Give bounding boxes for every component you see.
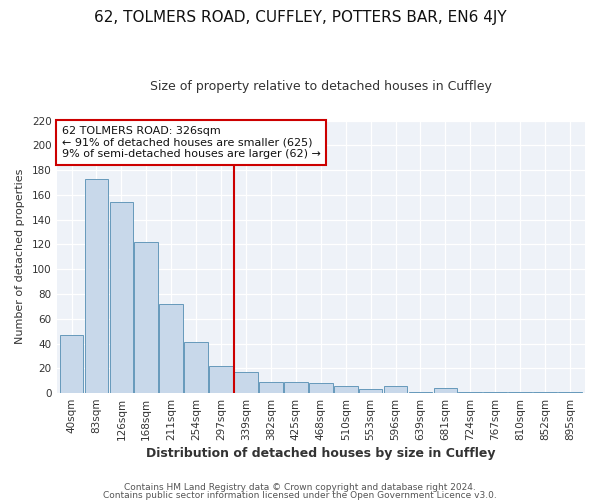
Bar bbox=[508, 392, 532, 393]
Bar bbox=[384, 386, 407, 393]
Bar bbox=[234, 372, 258, 393]
Bar bbox=[184, 342, 208, 393]
Bar bbox=[484, 392, 507, 393]
Text: 62, TOLMERS ROAD, CUFFLEY, POTTERS BAR, EN6 4JY: 62, TOLMERS ROAD, CUFFLEY, POTTERS BAR, … bbox=[94, 10, 506, 25]
Bar bbox=[59, 335, 83, 393]
Text: Contains public sector information licensed under the Open Government Licence v3: Contains public sector information licen… bbox=[103, 490, 497, 500]
Bar bbox=[458, 392, 482, 393]
Bar bbox=[160, 304, 183, 393]
Text: Contains HM Land Registry data © Crown copyright and database right 2024.: Contains HM Land Registry data © Crown c… bbox=[124, 484, 476, 492]
Bar bbox=[334, 386, 358, 393]
Title: Size of property relative to detached houses in Cuffley: Size of property relative to detached ho… bbox=[150, 80, 492, 93]
Y-axis label: Number of detached properties: Number of detached properties bbox=[15, 169, 25, 344]
Bar bbox=[558, 392, 582, 393]
Bar bbox=[259, 382, 283, 393]
Bar bbox=[284, 382, 308, 393]
Bar bbox=[85, 179, 108, 393]
Bar bbox=[359, 390, 382, 393]
Bar bbox=[533, 392, 557, 393]
X-axis label: Distribution of detached houses by size in Cuffley: Distribution of detached houses by size … bbox=[146, 447, 496, 460]
Bar bbox=[409, 392, 433, 393]
Text: 62 TOLMERS ROAD: 326sqm
← 91% of detached houses are smaller (625)
9% of semi-de: 62 TOLMERS ROAD: 326sqm ← 91% of detache… bbox=[62, 126, 321, 159]
Bar bbox=[434, 388, 457, 393]
Bar bbox=[110, 202, 133, 393]
Bar bbox=[209, 366, 233, 393]
Bar bbox=[309, 383, 332, 393]
Bar bbox=[134, 242, 158, 393]
